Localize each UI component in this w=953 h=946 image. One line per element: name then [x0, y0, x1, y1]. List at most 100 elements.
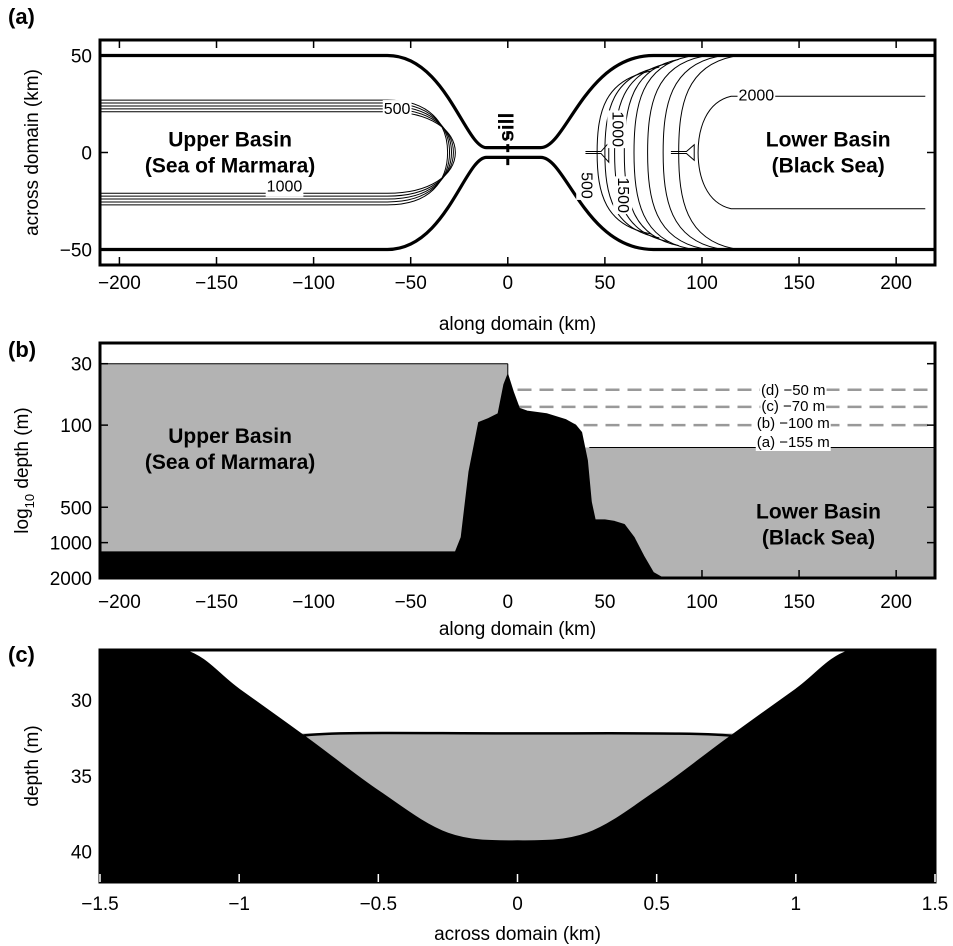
panel-a-label: (a) [8, 4, 35, 29]
y-tick-label: 50 [71, 47, 92, 68]
level-label: (d) −50 m [761, 382, 826, 399]
level-label-bg [760, 397, 827, 415]
panel-c-x-ticks: −1.5 −1 −0.5 0 0.5 1 1.5 [81, 874, 948, 915]
region-label: (Sea of Marmara) [145, 155, 315, 178]
lower-basin-contour [647, 55, 703, 250]
x-tick-label: −200 [98, 273, 141, 294]
region-label: Upper Basin [168, 129, 292, 152]
panel-a-axes-frame [98, 38, 937, 267]
level-label-bg [759, 381, 827, 399]
lower-basin-contour [678, 55, 734, 250]
level-label-bg [755, 414, 831, 432]
coastline-north [100, 53, 935, 150]
region-label: (Sea of Marmara) [145, 451, 315, 474]
upper-basin-contour [100, 102, 451, 203]
panel-c-label: (c) [8, 642, 35, 667]
sill-label: sill [495, 113, 518, 142]
y-tick-label: −50 [60, 240, 92, 261]
x-tick-label: 1 [791, 894, 802, 915]
contour-label: 1000 [608, 111, 625, 147]
y-tick-label: 30 [71, 355, 92, 376]
lower-basin-contour [633, 55, 689, 250]
lower-basin-contour [623, 58, 679, 247]
channel-profile [100, 650, 935, 842]
contour-label: 500 [577, 172, 594, 199]
upper-basin-contour [100, 105, 452, 200]
contour-label: 2000 [739, 87, 775, 104]
x-tick-label: 200 [880, 592, 912, 613]
panel-b-label: (b) [8, 337, 36, 362]
coastline-south [100, 155, 935, 252]
contour-label: 1500 [614, 177, 631, 213]
contour-label-bg [382, 100, 412, 120]
upper-basin-contour [100, 99, 449, 206]
y-tick-label: 0 [81, 144, 92, 165]
lower-basin-contour [604, 66, 660, 239]
x-tick-label: −0.5 [360, 894, 398, 915]
region-label: Lower Basin [766, 129, 891, 152]
x-tick-label: −50 [395, 592, 427, 613]
level-label: (a) −155 m [757, 434, 830, 451]
contour-spike [670, 143, 695, 162]
x-tick-label: 100 [686, 273, 718, 294]
lower-basin-contour [614, 62, 670, 243]
water-surface [297, 731, 738, 738]
x-tick-label: 0 [503, 592, 514, 613]
contour-label-bg [737, 86, 776, 106]
contour-label-bg [265, 177, 304, 197]
panel-b-plot-content: (d) −50 m(c) −70 m(b) −100 m (a) −155 m Up… [100, 363, 935, 578]
bathymetry [100, 373, 935, 578]
x-tick-label: −100 [292, 592, 335, 613]
upper-basin-contour [100, 108, 454, 197]
contour-label: 500 [384, 101, 411, 118]
panel-a-plot-content: 500 1000 1000 500 1500 2000 sill Upper Basin (Se… [100, 53, 935, 252]
level-label: (b) −100 m [757, 415, 830, 432]
upper-basin-contour [100, 111, 456, 194]
region-label: Lower Basin [756, 500, 881, 523]
x-tick-label: 0 [503, 273, 514, 294]
lower-basin-contour [662, 55, 718, 250]
x-tick-label: 50 [594, 592, 615, 613]
contour-label-bg [576, 171, 596, 200]
y-tick-label: 500 [60, 498, 92, 519]
x-tick-label: 200 [880, 273, 912, 294]
panel-b-y-ticks: 30 100 500 1000 2000 [50, 355, 935, 590]
y-tick-label: 30 [71, 691, 92, 712]
region-label: (Black Sea) [772, 155, 885, 178]
x-tick-label: −150 [195, 592, 238, 613]
level-label-bg [755, 433, 831, 451]
panel-b-y-axis-label-subscript: 10 [22, 494, 37, 508]
panel-a-y-ticks: 500−50 [60, 47, 935, 261]
contour-spike [585, 141, 610, 164]
panel-a-x-ticks: −200 −150 −100 −50 0 50 100 150 200 [98, 40, 912, 294]
panel-b-y-axis-label: log10 depth (m) [12, 407, 37, 533]
x-tick-label: 0 [512, 894, 523, 915]
x-tick-label: 150 [783, 273, 815, 294]
x-tick-label: 1.5 [922, 894, 948, 915]
y-tick-label: 100 [60, 416, 92, 437]
y-tick-label: 40 [71, 843, 92, 864]
panel-c-x-axis-label: across domain (km) [434, 924, 601, 945]
level-label: (c) −70 m [761, 398, 825, 415]
contour-label-bg [613, 176, 633, 215]
lower-basin-contour [596, 70, 652, 235]
panel-c-plot-content [100, 650, 935, 882]
x-tick-label: −1.5 [81, 894, 119, 915]
panel-c-cross-section: (c) −1.5 −1 −0.5 0 0.5 1 1.5 30 35 40 across dom… [8, 642, 948, 945]
panel-c-y-axis-label: depth (m) [22, 725, 43, 806]
panel-b-x-ticks: −200 −150 −100 −50 0 50 100 150 200 [98, 570, 912, 613]
panel-c-y-ticks: 30 35 40 [71, 691, 92, 864]
upper-basin-water [100, 363, 508, 578]
panel-b-y-axis-label-log: log [12, 508, 33, 533]
x-tick-label: −50 [395, 273, 427, 294]
x-tick-label: −200 [98, 592, 141, 613]
y-tick-label: 1000 [50, 534, 92, 555]
panel-b-y-axis-label-rest: depth (m) [12, 407, 33, 494]
y-tick-label: 35 [71, 767, 92, 788]
contour-label-bg [607, 110, 627, 149]
x-tick-label: 0.5 [643, 894, 669, 915]
x-tick-label: 150 [783, 592, 815, 613]
panel-a-x-axis-label: along domain (km) [439, 314, 596, 335]
